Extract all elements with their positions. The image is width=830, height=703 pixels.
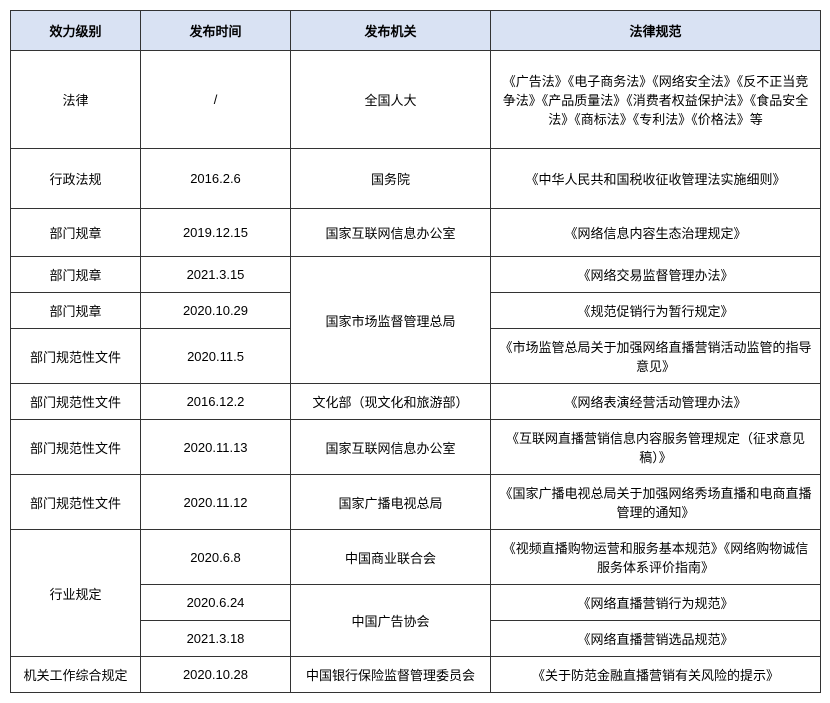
cell-agency: 中国商业联合会 [291,530,491,585]
cell-norm: 《关于防范金融直播营销有关风险的提示》 [491,657,821,693]
cell-norm: 《互联网直播营销信息内容服务管理规定（征求意见稿）》 [491,420,821,475]
cell-norm: 《视频直播购物运营和服务基本规范》《网络购物诚信服务体系评价指南》 [491,530,821,585]
table-row: 行政法规 2016.2.6 国务院 《中华人民共和国税收征收管理法实施细则》 [11,149,821,209]
cell-norm: 《国家广播电视总局关于加强网络秀场直播和电商直播管理的通知》 [491,475,821,530]
cell-date: 2016.12.2 [141,384,291,420]
cell-date: 2019.12.15 [141,209,291,257]
table-row: 部门规范性文件 2020.11.12 国家广播电视总局 《国家广播电视总局关于加… [11,475,821,530]
cell-date: 2020.11.5 [141,329,291,384]
cell-agency: 国家广播电视总局 [291,475,491,530]
cell-level: 行政法规 [11,149,141,209]
table-header-row: 效力级别 发布时间 发布机关 法律规范 [11,11,821,51]
header-norm: 法律规范 [491,11,821,51]
cell-level: 部门规范性文件 [11,475,141,530]
cell-date: 2020.11.12 [141,475,291,530]
cell-date: 2020.6.24 [141,585,291,621]
header-agency: 发布机关 [291,11,491,51]
cell-norm: 《网络直播营销行为规范》 [491,585,821,621]
regulations-table: 效力级别 发布时间 发布机关 法律规范 法律 / 全国人大 《广告法》《电子商务… [10,10,821,693]
cell-agency: 文化部（现文化和旅游部） [291,384,491,420]
cell-agency: 国家互联网信息办公室 [291,209,491,257]
header-level: 效力级别 [11,11,141,51]
cell-level: 部门规章 [11,293,141,329]
cell-date: 2020.10.28 [141,657,291,693]
cell-date: / [141,51,291,149]
table-row: 部门规章 2019.12.15 国家互联网信息办公室 《网络信息内容生态治理规定… [11,209,821,257]
cell-agency: 国务院 [291,149,491,209]
cell-level: 机关工作综合规定 [11,657,141,693]
cell-agency-merged: 中国广告协会 [291,585,491,657]
cell-norm: 《网络交易监督管理办法》 [491,257,821,293]
cell-norm: 《规范促销行为暂行规定》 [491,293,821,329]
table-row: 法律 / 全国人大 《广告法》《电子商务法》《网络安全法》《反不正当竞争法》《产… [11,51,821,149]
table-row: 行业规定 2020.6.8 中国商业联合会 《视频直播购物运营和服务基本规范》《… [11,530,821,585]
cell-date: 2020.6.8 [141,530,291,585]
cell-agency: 全国人大 [291,51,491,149]
table-row: 部门规范性文件 2020.11.13 国家互联网信息办公室 《互联网直播营销信息… [11,420,821,475]
cell-level: 部门规章 [11,257,141,293]
cell-norm: 《市场监管总局关于加强网络直播营销活动监管的指导意见》 [491,329,821,384]
cell-level: 部门规范性文件 [11,384,141,420]
cell-date: 2016.2.6 [141,149,291,209]
cell-norm: 《中华人民共和国税收征收管理法实施细则》 [491,149,821,209]
cell-agency-merged: 国家市场监督管理总局 [291,257,491,384]
table-row: 机关工作综合规定 2020.10.28 中国银行保险监督管理委员会 《关于防范金… [11,657,821,693]
cell-norm: 《网络信息内容生态治理规定》 [491,209,821,257]
cell-level: 部门规范性文件 [11,420,141,475]
cell-agency: 国家互联网信息办公室 [291,420,491,475]
cell-date: 2020.11.13 [141,420,291,475]
cell-norm: 《广告法》《电子商务法》《网络安全法》《反不正当竞争法》《产品质量法》《消费者权… [491,51,821,149]
cell-level: 法律 [11,51,141,149]
cell-level: 部门规章 [11,209,141,257]
cell-norm: 《网络直播营销选品规范》 [491,621,821,657]
cell-level-merged: 行业规定 [11,530,141,657]
cell-level: 部门规范性文件 [11,329,141,384]
table-row: 部门规范性文件 2016.12.2 文化部（现文化和旅游部） 《网络表演经营活动… [11,384,821,420]
cell-date: 2021.3.15 [141,257,291,293]
cell-date: 2021.3.18 [141,621,291,657]
cell-agency: 中国银行保险监督管理委员会 [291,657,491,693]
table-row: 部门规章 2021.3.15 国家市场监督管理总局 《网络交易监督管理办法》 [11,257,821,293]
cell-date: 2020.10.29 [141,293,291,329]
cell-norm: 《网络表演经营活动管理办法》 [491,384,821,420]
header-date: 发布时间 [141,11,291,51]
